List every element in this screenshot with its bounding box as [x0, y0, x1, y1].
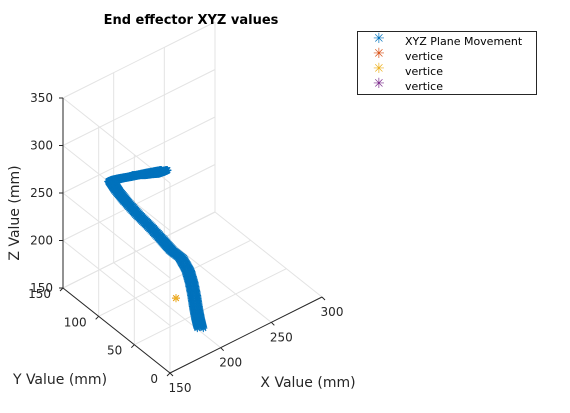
x-tick-mark — [270, 321, 275, 326]
z-tick-label: 200 — [30, 234, 53, 248]
axis-frame — [59, 97, 326, 377]
z-tick-label: 350 — [30, 91, 53, 105]
chart-title: End effector XYZ values — [104, 13, 279, 28]
y-tick-label: 0 — [150, 372, 158, 386]
grid-line — [62, 240, 171, 326]
y-tick-label: 100 — [64, 315, 87, 329]
grid-line — [62, 211, 216, 289]
legend-label: vertice — [405, 50, 443, 63]
y-tick-label: 50 — [107, 344, 122, 358]
x-tick-mark — [169, 372, 174, 377]
z-tick-label: 150 — [30, 281, 53, 295]
data-points — [104, 166, 208, 333]
y-axis-line — [62, 287, 171, 374]
asterisk-marker-icon: ✳ — [373, 31, 385, 47]
z-axis-label: Z Value (mm) — [7, 165, 23, 260]
legend-label: XYZ Plane Movement — [405, 35, 523, 48]
movement-point — [199, 324, 208, 333]
x-axis-label: X Value (mm) — [260, 375, 355, 391]
x-tick-label: 150 — [169, 381, 192, 395]
legend: ✳ XYZ Plane Movement ✳ vertice ✳ vertice… — [357, 31, 537, 95]
z-tick-label: 250 — [30, 186, 53, 200]
asterisk-marker-icon: ✳ — [373, 76, 385, 92]
grid-line — [62, 69, 216, 146]
y-tick-mark — [95, 315, 100, 320]
vertice-point — [171, 294, 180, 303]
grid-line — [214, 211, 323, 298]
x-tick-label: 250 — [270, 330, 293, 344]
y-tick-mark — [130, 344, 135, 349]
grid-line — [98, 239, 251, 317]
legend-item-vertice-2: ✳ vertice — [358, 61, 536, 79]
x-axis-line — [169, 296, 323, 374]
y-tick-label: 150 — [28, 287, 51, 301]
y-tick-mark — [166, 372, 171, 377]
x-tick-label: 200 — [219, 356, 242, 370]
asterisk-marker-icon: ✳ — [373, 46, 385, 62]
grid-line — [62, 192, 171, 279]
legend-label: vertice — [405, 65, 443, 78]
legend-item-vertice-1: ✳ vertice — [358, 46, 536, 64]
grid-line — [134, 268, 287, 346]
x-tick-mark — [220, 347, 225, 352]
x-tick-mark — [321, 296, 326, 301]
z-tick-label: 300 — [30, 139, 53, 153]
legend-label: vertice — [405, 80, 443, 93]
grid-line — [62, 21, 216, 99]
grid-line — [62, 164, 216, 241]
grid-line — [113, 262, 221, 349]
grid-line — [62, 116, 216, 194]
movement-point — [193, 324, 202, 333]
x-tick-label: 300 — [321, 305, 344, 319]
legend-item-movement: ✳ XYZ Plane Movement — [358, 31, 536, 49]
asterisk-marker-icon: ✳ — [373, 61, 385, 77]
y-axis-label: Y Value (mm) — [12, 372, 107, 388]
legend-item-vertice-3: ✳ vertice — [358, 76, 536, 94]
